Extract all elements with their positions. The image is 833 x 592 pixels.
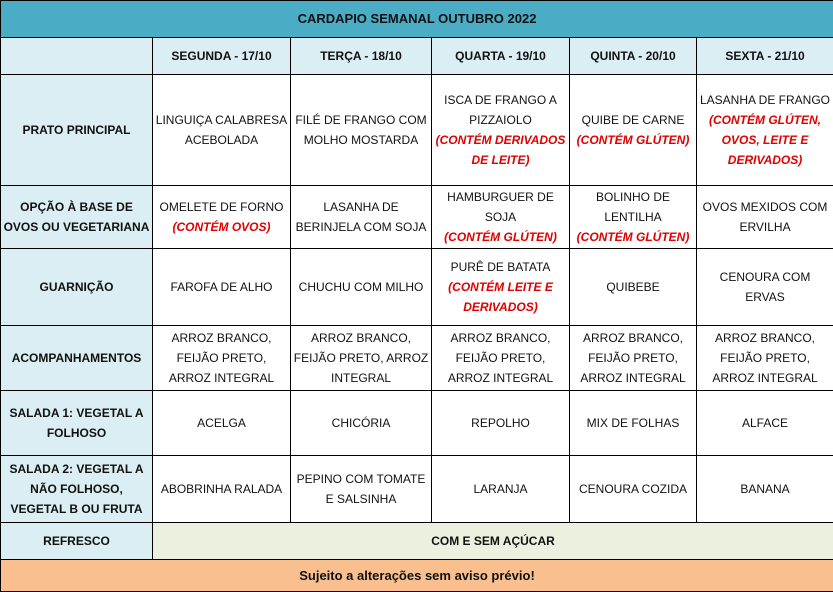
menu-cell: MIX DE FOLHAS [570, 391, 697, 456]
menu-cell: ACELGA [153, 391, 291, 456]
menu-cell: PEPINO COM TOMATE E SALSINHA [291, 456, 432, 523]
menu-cell: BANANA [697, 456, 833, 523]
menu-cell: CHICÓRIA [291, 391, 432, 456]
day-header: TERÇA - 18/10 [291, 38, 432, 75]
day-header: SEXTA - 21/10 [697, 38, 833, 75]
row-label: ACOMPANHAMENTOS [1, 326, 153, 391]
allergen-note: (CONTÉM GLÚTEN) [434, 227, 567, 247]
row-label: PRATO PRINCIPAL [1, 75, 153, 186]
menu-row: SALADA 1: VEGETAL A FOLHOSO ACELGA CHICÓRI… [1, 391, 833, 456]
menu-cell: ABOBRINHA RALADA [153, 456, 291, 523]
row-label: OPÇÃO À BASE DE OVOS OU VEGETARIANA [1, 186, 153, 249]
dish-name: ARROZ BRANCO, FEIJÃO PRETO, ARROZ INTEGR… [448, 331, 553, 385]
day-header: QUINTA - 20/10 [570, 38, 697, 75]
dish-name: ALFACE [742, 416, 788, 430]
allergen-note: (CONTÉM DERIVADOS DE LEITE) [434, 130, 567, 170]
dish-name: PEPINO COM TOMATE E SALSINHA [297, 472, 426, 506]
refresco-value: COM E SEM AÇÚCAR [153, 523, 833, 560]
dish-name: HAMBURGUER DE SOJA [447, 190, 554, 224]
menu-cell: ARROZ BRANCO, FEIJÃO PRETO, ARROZ INTEGR… [153, 326, 291, 391]
dish-name: OVOS MEXIDOS COM ERVILHA [703, 200, 828, 234]
dish-name: ARROZ BRANCO, FEIJÃO PRETO, ARROZ INTEGR… [712, 331, 817, 385]
dish-name: QUIBE DE CARNE [582, 113, 685, 127]
row-label: SALADA 1: VEGETAL A FOLHOSO [1, 391, 153, 456]
menu-cell: CHUCHU COM MILHO [291, 249, 432, 326]
dish-name: LASANHA DE BERINJELA COM SOJA [296, 200, 427, 234]
menu-cell: BOLINHO DE LENTILHA (CONTÉM GLÚTEN) [570, 186, 697, 249]
dish-name: ACELGA [197, 416, 246, 430]
menu-cell: ARROZ BRANCO, FEIJÃO PRETO, ARROZ INTEGR… [432, 326, 570, 391]
menu-cell: REPOLHO [432, 391, 570, 456]
menu-row: ACOMPANHAMENTOS ARROZ BRANCO, FEIJÃO PRET… [1, 326, 833, 391]
menu-title: CARDAPIO SEMANAL OUTUBRO 2022 [1, 1, 833, 38]
allergen-note: (CONTÉM LEITE E DERIVADOS) [434, 277, 567, 317]
dish-name: PURÊ DE BATATA [451, 260, 551, 274]
menu-cell: ISCA DE FRANGO A PIZZAIOLO(CONTÉM DERIVA… [432, 75, 570, 186]
menu-row: GUARNIÇÃO FAROFA DE ALHO CHUCHU COM MILHO P… [1, 249, 833, 326]
menu-cell: ALFACE [697, 391, 833, 456]
dish-name: FAROFA DE ALHO [170, 280, 272, 294]
dish-name: ARROZ BRANCO, FEIJÃO PRETO, ARROZ INTEGR… [580, 331, 685, 385]
menu-cell: ARROZ BRANCO, FEIJÃO PRETO, ARROZ INTEGR… [570, 326, 697, 391]
menu-cell: LARANJA [432, 456, 570, 523]
dish-name: ABOBRINHA RALADA [161, 482, 282, 496]
allergen-note: (CONTÉM OVOS) [155, 217, 288, 237]
dish-name: LARANJA [473, 482, 527, 496]
menu-cell: OMELETE DE FORNO (CONTÉM OVOS) [153, 186, 291, 249]
corner-cell [1, 38, 153, 75]
dish-name: CHICÓRIA [332, 416, 391, 430]
dish-name: LINGUIÇA CALABRESA ACEBOLADA [156, 113, 287, 147]
row-label: SALADA 2: VEGETAL A NÃO FOLHOSO, VEGETAL… [1, 456, 153, 523]
dish-name: REPOLHO [471, 416, 530, 430]
dish-name: MIX DE FOLHAS [587, 416, 680, 430]
dish-name: CHUCHU COM MILHO [299, 280, 424, 294]
day-header: SEGUNDA - 17/10 [153, 38, 291, 75]
allergen-note: (CONTÉM GLÚTEN) [572, 227, 694, 247]
menu-cell: ARROZ BRANCO, FEIJÃO PRETO, ARROZ INTEGR… [291, 326, 432, 391]
menu-cell: HAMBURGUER DE SOJA (CONTÉM GLÚTEN) [432, 186, 570, 249]
dish-name: CENOURA COZIDA [579, 482, 687, 496]
dish-name: ARROZ BRANCO, FEIJÃO PRETO, ARROZ INTEGR… [169, 331, 274, 385]
menu-row: SALADA 2: VEGETAL A NÃO FOLHOSO, VEGETAL… [1, 456, 833, 523]
row-label: GUARNIÇÃO [1, 249, 153, 326]
menu-cell: FILÉ DE FRANGO COM MOLHO MOSTARDA [291, 75, 432, 186]
menu-cell: QUIBE DE CARNE (CONTÉM GLÚTEN) [570, 75, 697, 186]
menu-cell: OVOS MEXIDOS COM ERVILHA [697, 186, 833, 249]
dish-name: BANANA [740, 482, 789, 496]
menu-cell: LASANHA DE FRANGO (CONTÉM GLÚTEN, OVOS, L… [697, 75, 833, 186]
day-header: QUARTA - 19/10 [432, 38, 570, 75]
dish-name: ARROZ BRANCO, FEIJÃO PRETO, ARROZ INTEGR… [294, 331, 428, 385]
menu-cell: LINGUIÇA CALABRESA ACEBOLADA [153, 75, 291, 186]
dish-name: CENOURA COM ERVAS [720, 270, 811, 304]
dish-name: OMELETE DE FORNO [159, 200, 283, 214]
allergen-note: (CONTÉM GLÚTEN, OVOS, LEITE E DERIVADOS) [699, 110, 831, 170]
footer-notice: Sujeito a alterações sem aviso prévio! [1, 560, 833, 592]
menu-cell: PURÊ DE BATATA (CONTÉM LEITE E DERIVADOS) [432, 249, 570, 326]
dish-name: BOLINHO DE LENTILHA [596, 190, 670, 224]
menu-cell: CENOURA COZIDA [570, 456, 697, 523]
dish-name: FILÉ DE FRANGO COM MOLHO MOSTARDA [295, 113, 426, 147]
dish-name: LASANHA DE FRANGO [700, 93, 830, 107]
dish-name: QUIBEBE [606, 280, 659, 294]
menu-cell: ARROZ BRANCO, FEIJÃO PRETO, ARROZ INTEGR… [697, 326, 833, 391]
menu-cell: CENOURA COM ERVAS [697, 249, 833, 326]
menu-cell: QUIBEBE [570, 249, 697, 326]
menu-cell: LASANHA DE BERINJELA COM SOJA [291, 186, 432, 249]
dish-name: ISCA DE FRANGO A PIZZAIOLO [444, 93, 557, 127]
row-label: REFRESCO [1, 523, 153, 560]
allergen-note: (CONTÉM GLÚTEN) [572, 130, 694, 150]
menu-cell: FAROFA DE ALHO [153, 249, 291, 326]
